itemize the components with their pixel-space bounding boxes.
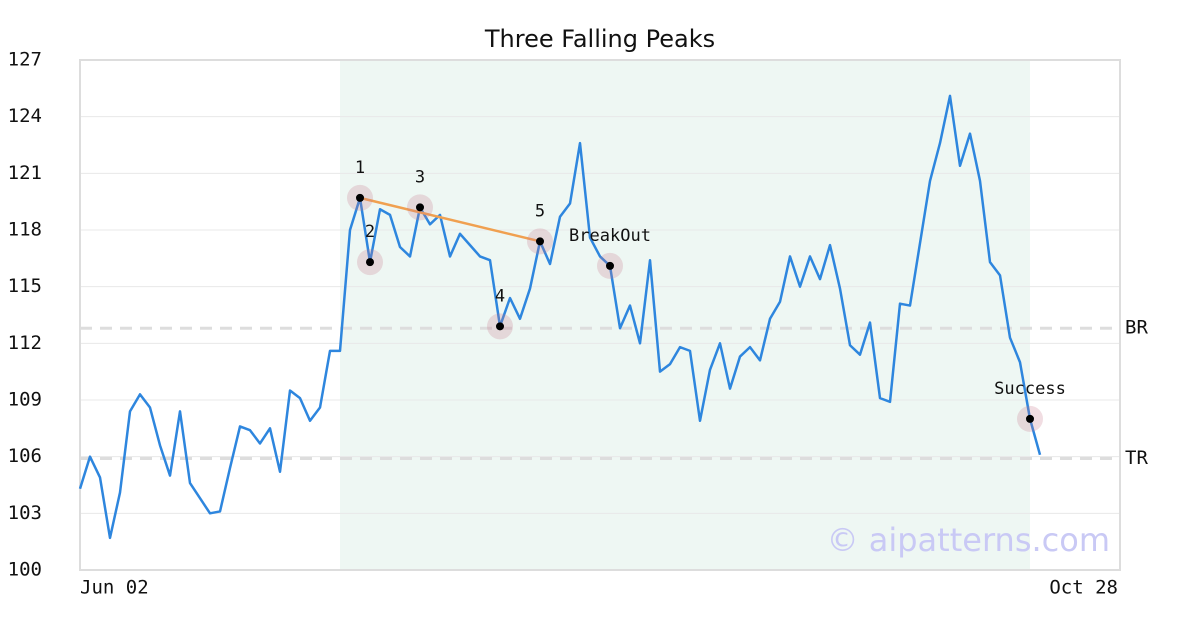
y-tick-label: 109 [8, 389, 42, 411]
point-label: BreakOut [569, 226, 651, 246]
point-marker [356, 193, 364, 202]
point-label: 1 [355, 158, 365, 178]
watermark: © aipatterns.com [827, 521, 1110, 559]
point-marker [536, 237, 544, 246]
point-label: 2 [365, 222, 375, 242]
level-label: BR [1125, 317, 1148, 339]
y-tick-label: 127 [8, 49, 42, 71]
y-tick-label: 118 [8, 219, 42, 241]
level-label: TR [1125, 447, 1148, 469]
highlight-region [340, 60, 1030, 570]
y-tick-label: 112 [8, 332, 42, 354]
point-label: 4 [495, 286, 505, 306]
x-tick-label: Jun 02 [80, 577, 149, 599]
point-marker [366, 258, 374, 267]
y-tick-label: 106 [8, 445, 42, 467]
price-line [78, 94, 1042, 540]
trendline [359, 196, 541, 243]
y-tick-label: 100 [8, 559, 42, 581]
point-marker [1026, 414, 1034, 423]
y-tick-label: 124 [8, 105, 42, 127]
chart-title: Three Falling Peaks [484, 25, 715, 53]
y-tick-label: 115 [8, 275, 42, 297]
y-tick-label: 121 [8, 162, 42, 184]
point-label: 3 [415, 167, 425, 187]
plot-frame [79, 59, 1121, 571]
y-tick-label: 103 [8, 502, 42, 524]
point-marker [496, 322, 504, 331]
point-marker [416, 203, 424, 212]
point-marker [606, 261, 614, 270]
point-label: Success [994, 379, 1066, 399]
point-label: 5 [535, 201, 545, 221]
x-tick-label: Oct 28 [1049, 577, 1118, 599]
